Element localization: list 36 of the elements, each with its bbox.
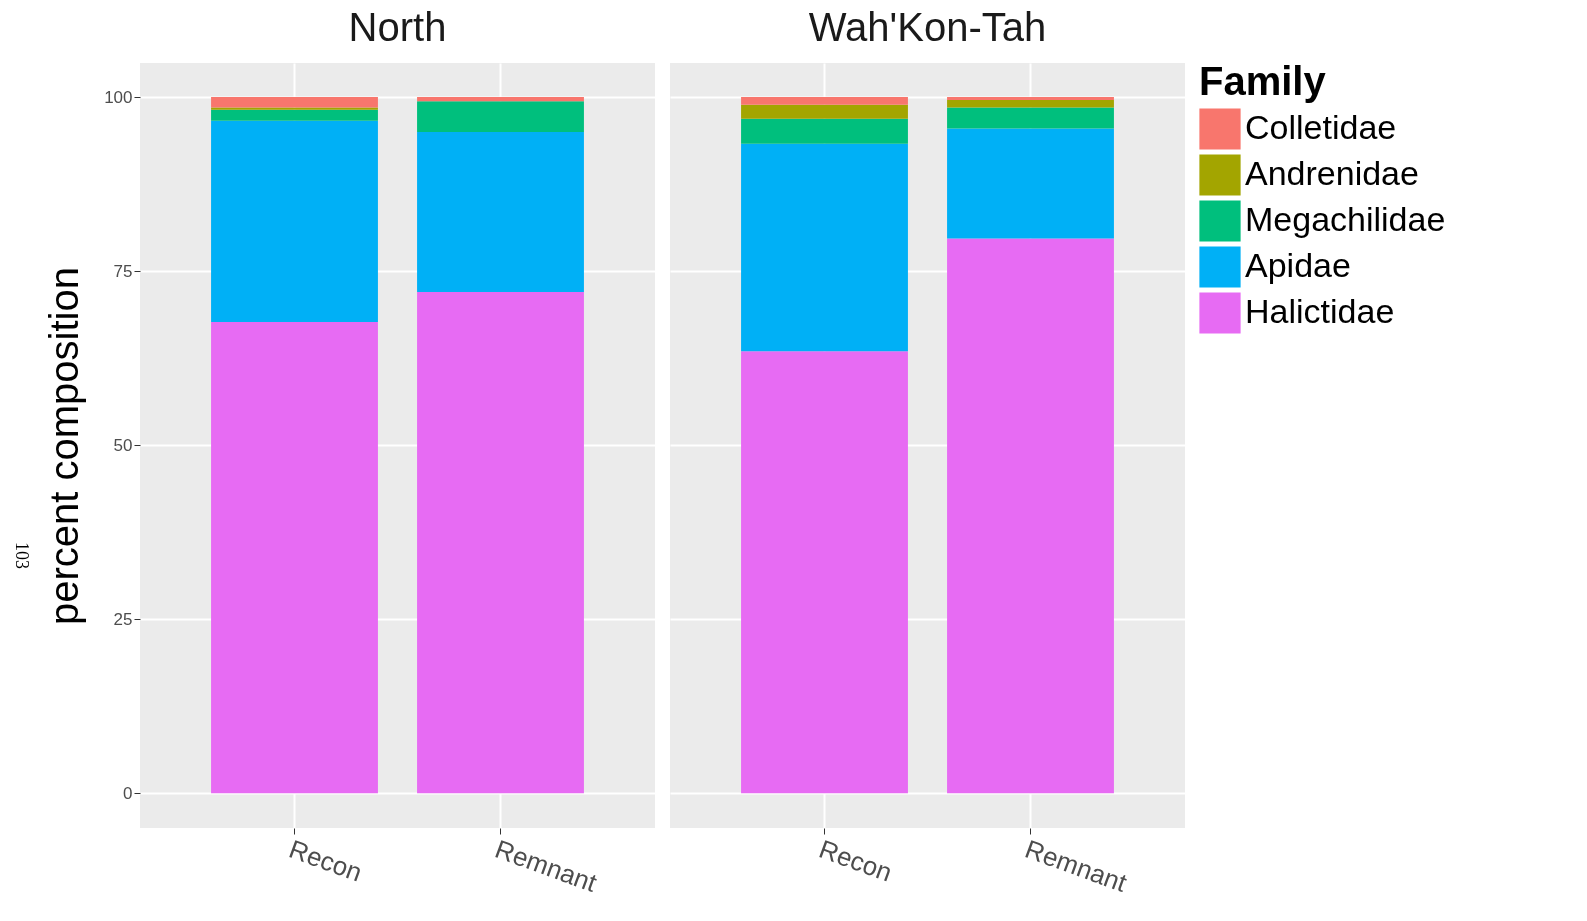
bar [211,109,378,121]
bar [741,143,908,352]
bar [417,101,584,132]
bar [417,131,584,293]
bar [947,238,1114,794]
bar [947,128,1114,239]
bar [211,120,378,322]
bar [947,107,1114,129]
legend-label: Megachilidae [1245,200,1446,238]
bar [741,351,908,794]
y-tick-label: 0 [123,783,133,803]
bar [741,118,908,144]
text: 103 [11,542,32,569]
legend-label: Apidae [1245,246,1351,284]
chart-title: Wah'Kon-Tah [808,5,1047,49]
legend-label: Colletidae [1245,108,1397,146]
bar [741,97,908,105]
bar [947,97,1114,100]
legend-label: Halictidae [1245,292,1395,330]
y-tick-label: 50 [113,435,133,455]
y-tick-label: 75 [113,261,133,281]
bar [741,104,908,119]
legend-label: Andrenidae [1245,154,1419,192]
bar [417,292,584,794]
y-tick-label: 100 [104,87,133,107]
y-tick-label: 25 [113,609,133,629]
bar [211,107,378,110]
x-tick-label: Recon [815,833,897,888]
chart-title: North [348,5,447,49]
y-axis-title: percent composition [42,267,87,625]
bar [211,97,378,108]
legend-title: Family [1199,59,1327,103]
bar [211,321,378,794]
bar [947,99,1114,108]
x-tick-label: Recon [285,833,367,888]
bar [417,97,584,102]
